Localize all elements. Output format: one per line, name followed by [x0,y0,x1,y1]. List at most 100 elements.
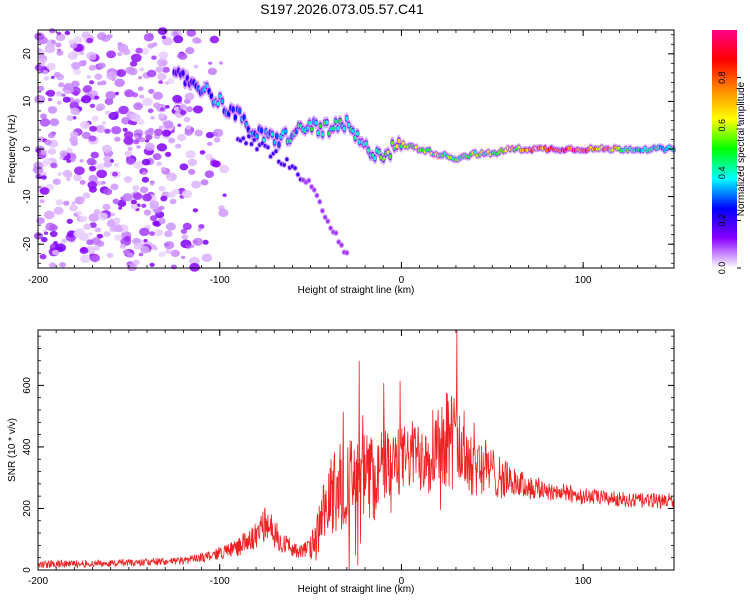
heatmap-blob [101,144,112,153]
snr-series-line [37,330,675,570]
heatmap-blob [158,51,169,60]
heatmap-blob [73,36,83,45]
heatmap-blob [82,195,88,199]
heatmap-blob [141,203,147,208]
heatmap-blob [152,91,163,100]
heatmap-blob [163,120,174,129]
colorbar: 0.0 0.2 0.4 0.6 0.8 Normalized spectral ampl… [712,30,747,274]
heatmap-blob [192,37,201,44]
heatmap-blob [188,168,196,175]
heatmap-blob [47,132,56,139]
heatmap-blob [94,95,100,100]
heatmap-blob [80,199,85,203]
heatmap-blob [79,247,89,254]
heatmap-blob [388,154,392,159]
heatmap-blob [182,222,192,230]
heatmap-blob [49,230,58,238]
heatmap-blob [284,129,287,134]
heatmap-blob [39,58,47,64]
heatmap-blob [142,193,152,202]
heatmap-blob [241,136,245,141]
heatmap-blob [143,239,148,243]
heatmap-blob [162,66,171,73]
heatmap-blob [118,105,129,115]
heatmap-blob [336,126,340,131]
heatmap-blob [133,102,144,111]
heatmap-blob [39,118,51,127]
heatmap-blob [282,163,286,167]
heatmap-blob [238,108,242,114]
heatmap-blob [49,224,58,232]
heatmap-blob [142,97,153,107]
heatmap-blob [123,131,134,139]
heatmap-blob [193,105,203,114]
heatmap-blob [153,247,158,251]
heatmap-blob [158,205,165,211]
heatmap-blob [133,161,144,170]
heatmap-blob [216,101,220,107]
heatmap-blob [104,97,114,106]
heatmap-blob [53,206,64,215]
heatmap-blob [70,131,79,138]
heatmap-blob [157,27,168,35]
heatmap-blob [122,48,131,56]
x-tick-label: -200 [28,275,48,286]
heatmap-blob [43,210,55,220]
heatmap-blob [161,35,167,40]
heatmap-blob [145,142,155,151]
heatmap-blob [162,37,173,46]
heatmap-blob [155,66,164,73]
heatmap-blob [170,264,177,270]
heatmap-blob [167,176,173,181]
heatmap-blob [158,185,166,192]
heatmap-blob [112,171,118,177]
y-tick-label: -10 [22,189,33,204]
snr-x-label: Height of straight line (km) [298,584,415,595]
heatmap-blob [249,142,254,146]
y-tick-label: -20 [22,237,33,252]
heatmap-blob [180,228,188,234]
heatmap-blob [114,136,121,142]
y-tick-label: 200 [22,500,33,517]
heatmap-blob [149,231,155,237]
heatmap-blob [345,116,349,121]
heatmap-blob [87,181,97,189]
heatmap-blob [95,105,103,112]
heatmap-blob [74,166,85,175]
heatmap-blob [95,124,106,134]
x-tick-label: 0 [399,275,405,286]
heatmap-blob [97,234,104,239]
chart-title: S197.2026.073.05.57.C41 [260,1,424,17]
heatmap-blob [59,262,66,268]
spectrogram-heatmap [32,27,676,272]
colorbar-tick-label: 0.0 [717,262,727,275]
heatmap-blob [233,115,237,120]
heatmap-blob [73,91,79,96]
heatmap-blob [314,120,318,126]
heatmap-blob [318,200,322,204]
x-tick-label: -100 [210,576,230,587]
heatmap-blob [81,95,92,104]
heatmap-blob [175,143,182,149]
heatmap-blob [145,134,152,140]
heatmap-blob [139,186,149,194]
heatmap-blob [83,85,93,93]
heatmap-blob [39,254,47,260]
x-tick-label: -100 [210,275,230,286]
heatmap-blob [329,226,333,230]
heatmap-blob [158,80,164,84]
heatmap-blob [89,253,100,262]
heatmap-blob [247,134,251,139]
snr-y-label: SNR (10 * v/v) [7,418,18,482]
colorbar-tick-label: 0.4 [717,167,727,180]
heatmap-blob [270,132,274,137]
heatmap-blob [80,254,91,264]
heatmap-blob [103,188,113,196]
heatmap-blob [98,62,106,69]
heatmap-blob [320,208,324,213]
heatmap-blob [135,47,143,54]
heatmap-blob [181,234,189,240]
heatmap-blob [198,224,205,229]
